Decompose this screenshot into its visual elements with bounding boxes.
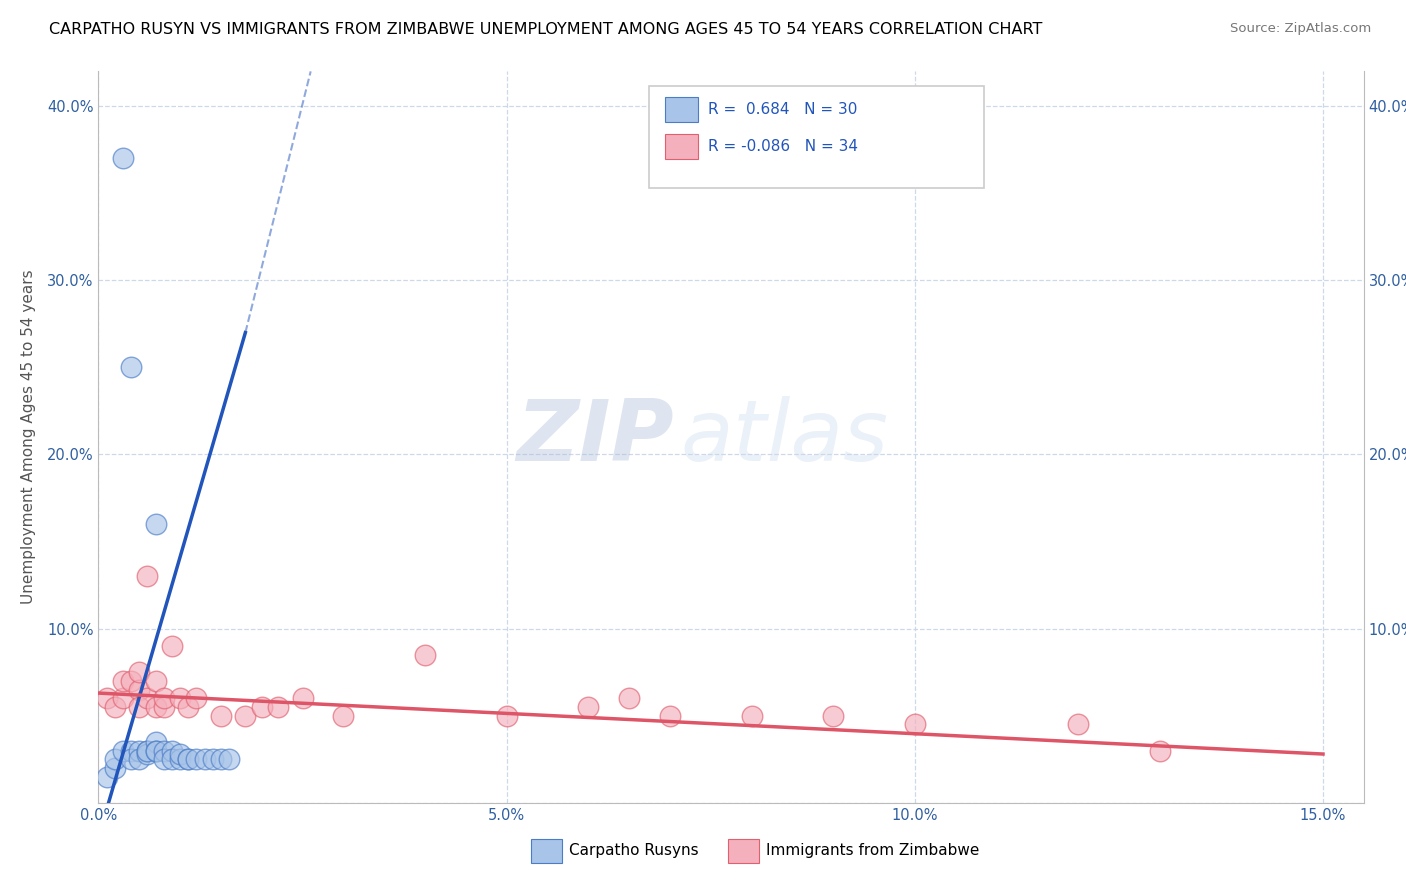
Text: Immigrants from Zimbabwe: Immigrants from Zimbabwe bbox=[766, 844, 980, 858]
Point bbox=[177, 752, 200, 766]
Point bbox=[96, 691, 118, 706]
Text: R =  0.684   N = 30: R = 0.684 N = 30 bbox=[709, 102, 858, 117]
Point bbox=[169, 691, 191, 706]
Text: Carpatho Rusyns: Carpatho Rusyns bbox=[569, 844, 699, 858]
FancyBboxPatch shape bbox=[665, 135, 699, 159]
Point bbox=[152, 691, 174, 706]
Point bbox=[904, 717, 927, 731]
Text: Source: ZipAtlas.com: Source: ZipAtlas.com bbox=[1230, 22, 1371, 36]
Point bbox=[160, 752, 183, 766]
Point bbox=[209, 708, 232, 723]
Point bbox=[201, 752, 224, 766]
Point bbox=[186, 691, 208, 706]
Point bbox=[104, 761, 127, 775]
Point bbox=[128, 665, 150, 680]
Point bbox=[291, 691, 314, 706]
Point bbox=[120, 752, 142, 766]
Point bbox=[186, 752, 208, 766]
Point bbox=[128, 752, 150, 766]
Y-axis label: Unemployment Among Ages 45 to 54 years: Unemployment Among Ages 45 to 54 years bbox=[21, 269, 35, 605]
FancyBboxPatch shape bbox=[665, 97, 699, 122]
FancyBboxPatch shape bbox=[648, 86, 984, 188]
Point bbox=[218, 752, 240, 766]
Point bbox=[128, 700, 150, 714]
Point bbox=[120, 743, 142, 757]
Point bbox=[1149, 743, 1171, 757]
Point bbox=[145, 517, 167, 532]
Point bbox=[741, 708, 763, 723]
Point bbox=[235, 708, 257, 723]
Point bbox=[145, 700, 167, 714]
Point bbox=[823, 708, 845, 723]
Point bbox=[152, 700, 174, 714]
Point bbox=[136, 743, 159, 757]
Point bbox=[193, 752, 215, 766]
Point bbox=[576, 700, 599, 714]
Point bbox=[145, 743, 167, 757]
Point bbox=[136, 743, 159, 757]
Point bbox=[128, 682, 150, 697]
Point bbox=[267, 700, 290, 714]
Point bbox=[128, 743, 150, 757]
Point bbox=[120, 673, 142, 688]
Point bbox=[658, 708, 681, 723]
Point bbox=[145, 743, 167, 757]
Point bbox=[617, 691, 640, 706]
Text: R = -0.086   N = 34: R = -0.086 N = 34 bbox=[709, 139, 858, 154]
Text: ZIP: ZIP bbox=[516, 395, 675, 479]
Point bbox=[160, 743, 183, 757]
Point bbox=[111, 152, 134, 166]
Point bbox=[96, 770, 118, 784]
Point bbox=[1067, 717, 1090, 731]
Point bbox=[136, 569, 159, 583]
Point bbox=[120, 360, 142, 375]
Point bbox=[104, 700, 127, 714]
Point bbox=[145, 735, 167, 749]
Point bbox=[136, 747, 159, 761]
Point bbox=[250, 700, 273, 714]
Point bbox=[177, 752, 200, 766]
Point bbox=[111, 743, 134, 757]
Point bbox=[136, 691, 159, 706]
Point bbox=[169, 747, 191, 761]
Point bbox=[160, 639, 183, 653]
Point bbox=[177, 700, 200, 714]
Point bbox=[169, 752, 191, 766]
Point bbox=[145, 673, 167, 688]
Text: CARPATHO RUSYN VS IMMIGRANTS FROM ZIMBABWE UNEMPLOYMENT AMONG AGES 45 TO 54 YEAR: CARPATHO RUSYN VS IMMIGRANTS FROM ZIMBAB… bbox=[49, 22, 1043, 37]
Point bbox=[152, 743, 174, 757]
Point bbox=[111, 673, 134, 688]
Point bbox=[332, 708, 354, 723]
Point bbox=[104, 752, 127, 766]
Point bbox=[413, 648, 436, 662]
Point bbox=[152, 752, 174, 766]
Text: atlas: atlas bbox=[681, 395, 889, 479]
Point bbox=[111, 691, 134, 706]
Point bbox=[209, 752, 232, 766]
Point bbox=[495, 708, 517, 723]
